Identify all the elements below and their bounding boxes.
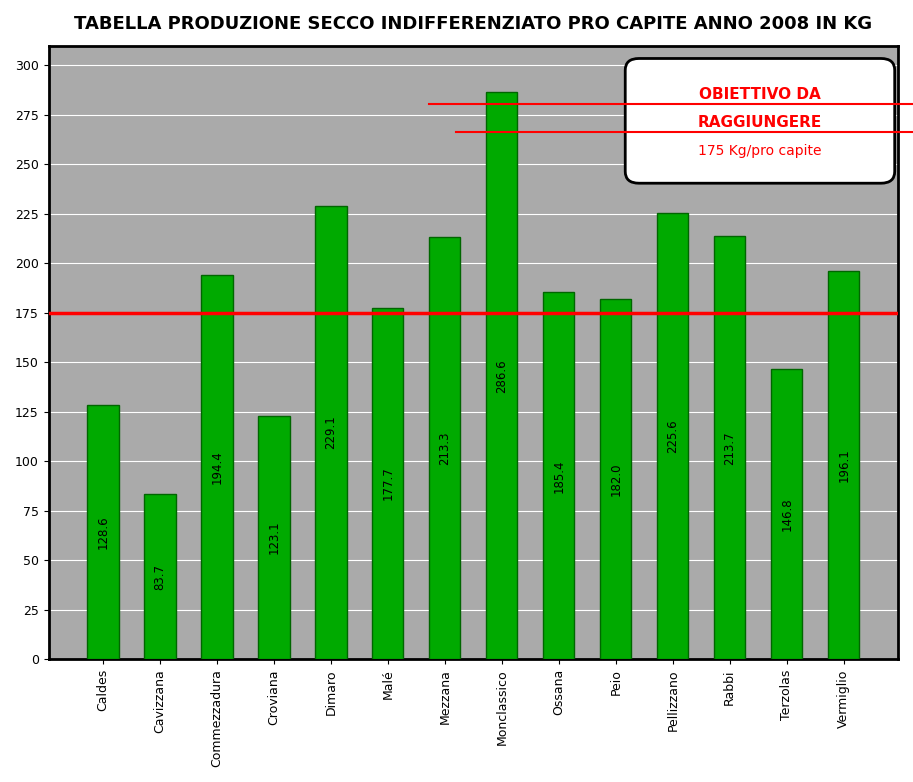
Text: 123.1: 123.1 xyxy=(268,521,280,554)
Bar xyxy=(771,369,803,659)
Text: 128.6: 128.6 xyxy=(97,515,110,549)
Bar xyxy=(543,292,574,659)
Text: 83.7: 83.7 xyxy=(153,564,166,590)
Text: 185.4: 185.4 xyxy=(552,459,565,493)
Text: 146.8: 146.8 xyxy=(781,497,793,531)
Bar xyxy=(600,299,632,659)
Bar xyxy=(486,92,518,659)
Text: RAGGIUNGERE: RAGGIUNGERE xyxy=(698,116,822,131)
Text: 175 Kg/pro capite: 175 Kg/pro capite xyxy=(698,144,822,158)
Bar xyxy=(429,237,460,659)
Text: 225.6: 225.6 xyxy=(666,419,679,453)
Bar xyxy=(657,213,688,659)
Bar xyxy=(714,236,745,659)
Text: 182.0: 182.0 xyxy=(609,462,623,496)
Bar xyxy=(88,405,119,659)
Bar xyxy=(828,271,859,659)
Text: 196.1: 196.1 xyxy=(837,448,850,482)
Bar xyxy=(258,416,289,659)
Text: 213.7: 213.7 xyxy=(723,431,736,465)
Text: OBIETTIVO DA: OBIETTIVO DA xyxy=(699,87,821,102)
Bar xyxy=(315,206,347,659)
Title: TABELLA PRODUZIONE SECCO INDIFFERENZIATO PRO CAPITE ANNO 2008 IN KG: TABELLA PRODUZIONE SECCO INDIFFERENZIATO… xyxy=(74,15,872,33)
Text: 177.7: 177.7 xyxy=(382,467,394,500)
Bar xyxy=(201,274,233,659)
Text: 213.3: 213.3 xyxy=(438,432,451,465)
Bar xyxy=(144,493,175,659)
Bar xyxy=(373,307,404,659)
Text: 229.1: 229.1 xyxy=(324,416,337,450)
Text: 194.4: 194.4 xyxy=(210,450,224,484)
Text: 286.6: 286.6 xyxy=(495,359,509,393)
